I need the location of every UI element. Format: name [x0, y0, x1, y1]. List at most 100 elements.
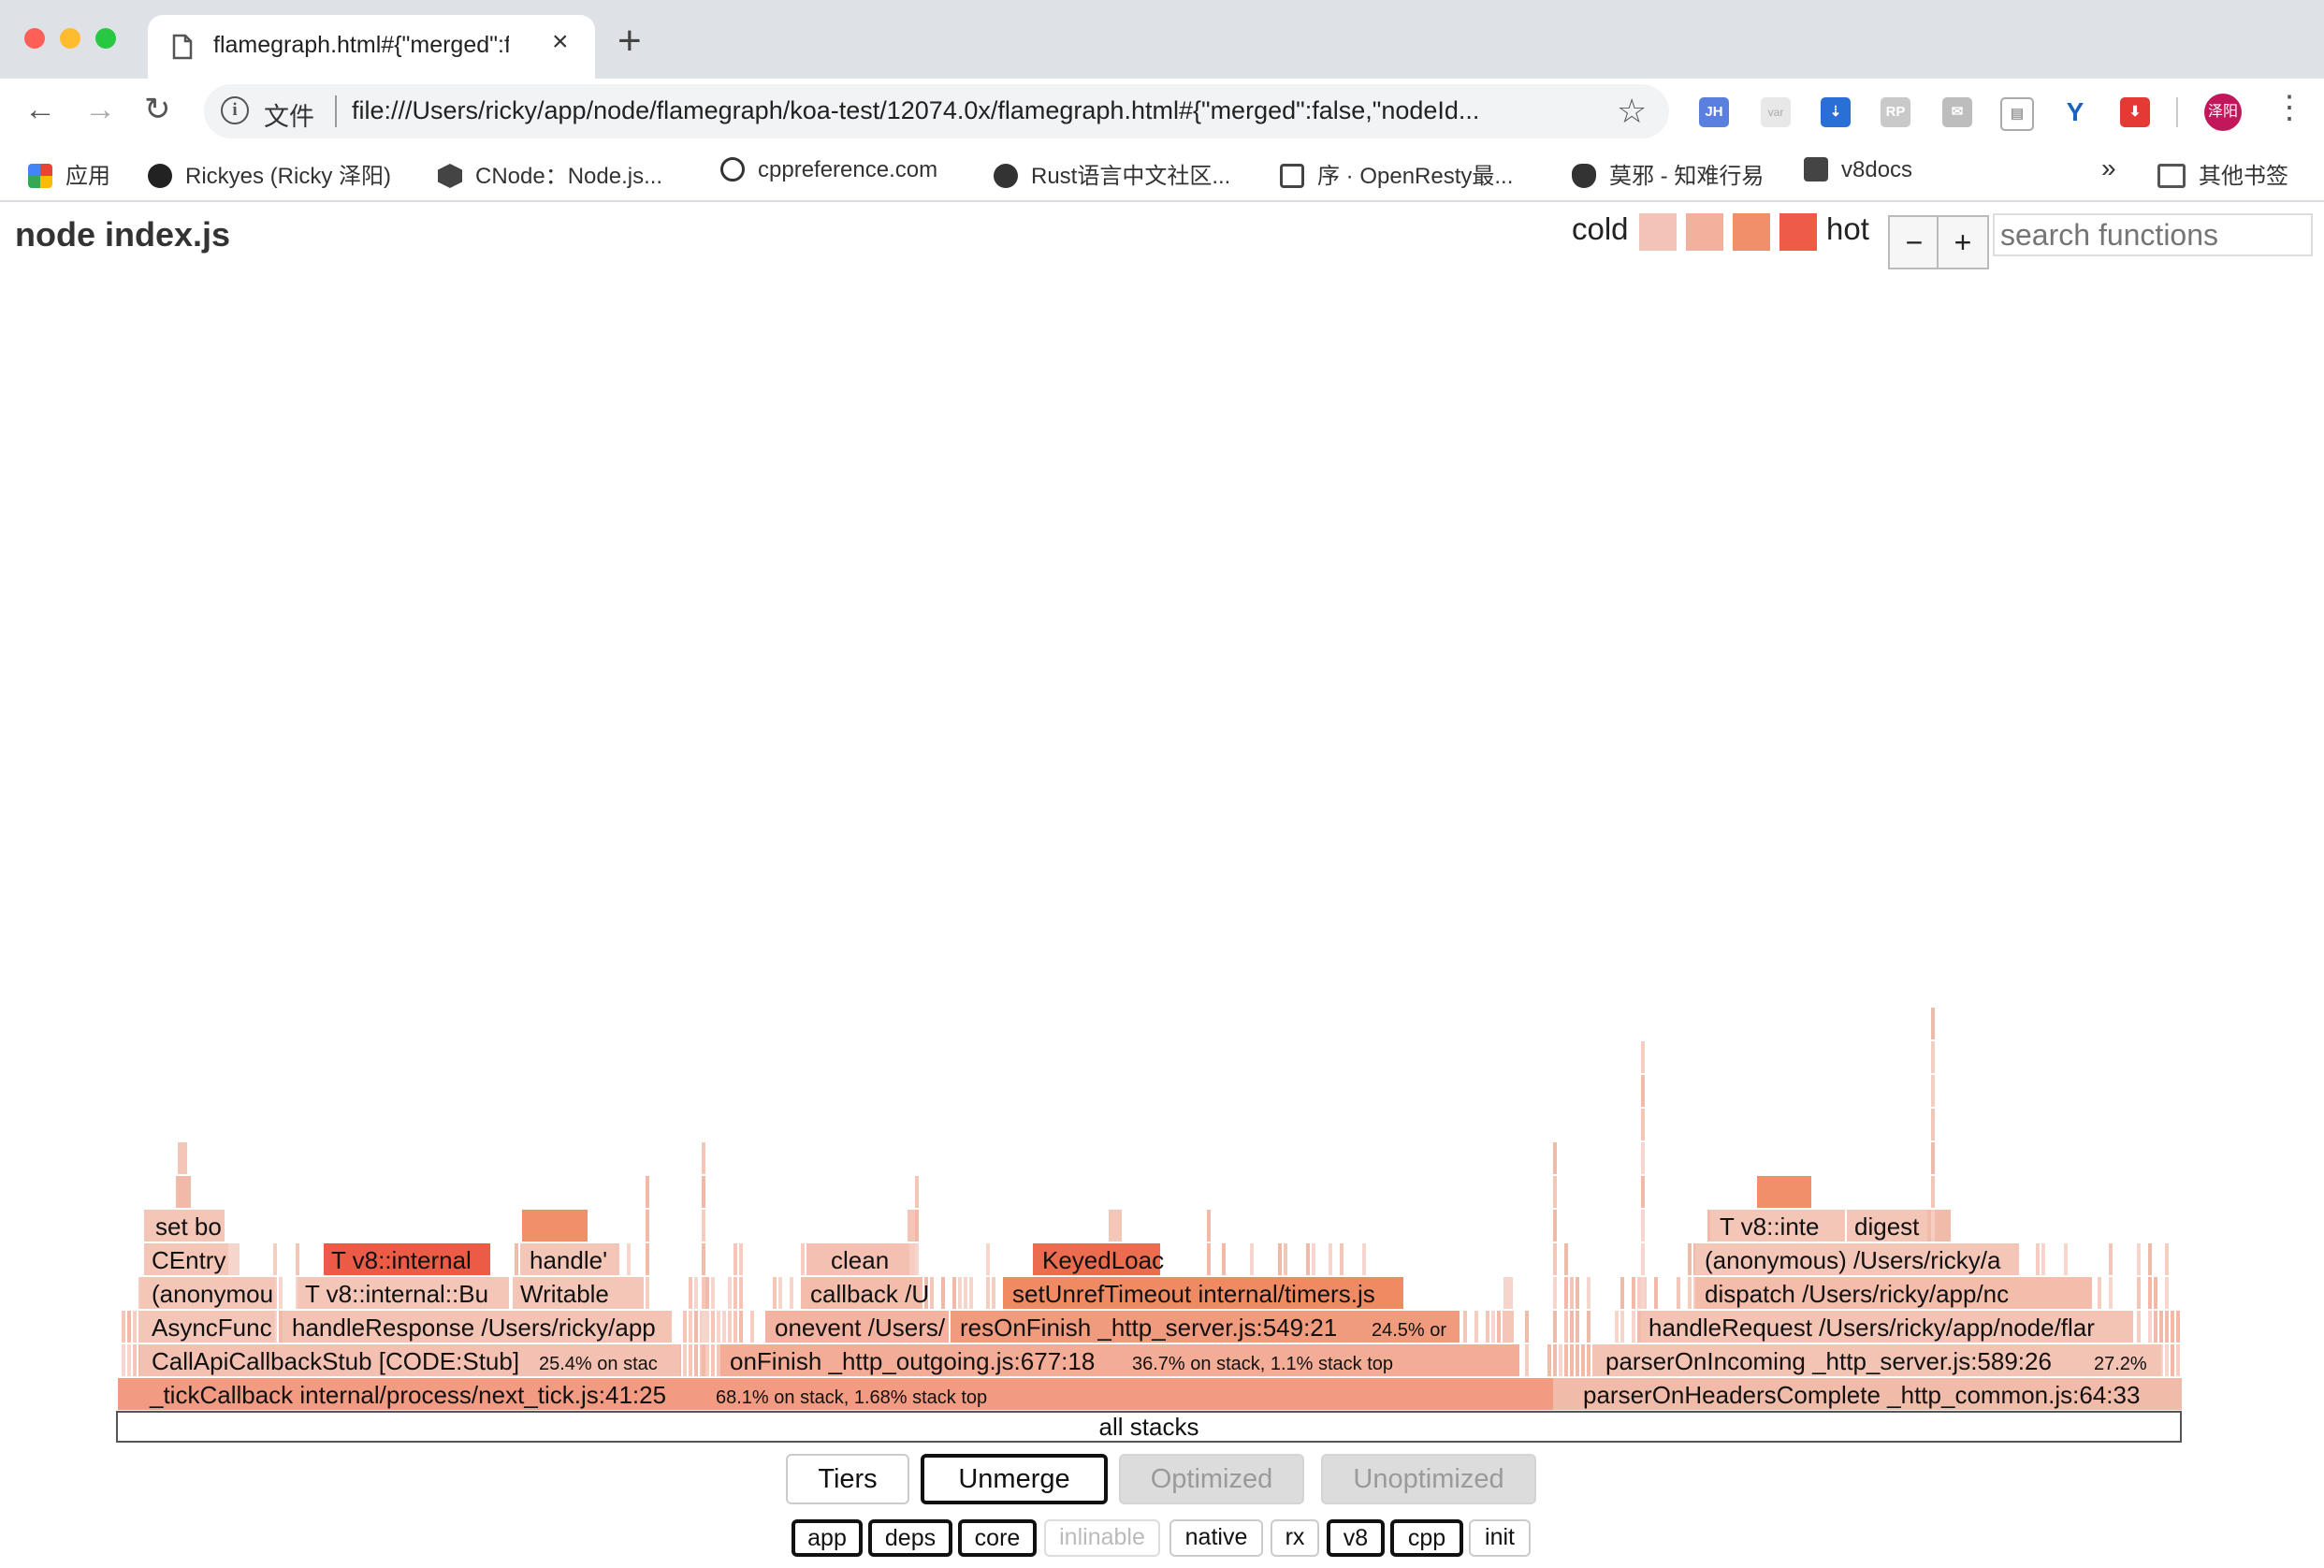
- frame-handleresponse[interactable]: [283, 1311, 672, 1343]
- address-scheme-label: 文件: [264, 103, 314, 131]
- unmerge-button[interactable]: Unmerge: [921, 1454, 1108, 1504]
- frame-onfinish[interactable]: [720, 1344, 1519, 1376]
- filter-v8[interactable]: v8: [1327, 1519, 1385, 1557]
- other-bookmarks-label: 其他书签: [2199, 164, 2288, 189]
- filter-init[interactable]: init: [1469, 1519, 1531, 1557]
- tab-title: flamegraph.html#{"merged":fal: [213, 32, 509, 58]
- back-icon[interactable]: ←: [24, 92, 56, 127]
- frame-parseronincoming[interactable]: [1592, 1344, 2161, 1376]
- narrow-frame: [1503, 1277, 1513, 1309]
- bookmark-moxie[interactable]: 莫邪 - 知难行易: [1572, 157, 1764, 190]
- frame-clean[interactable]: [806, 1243, 909, 1275]
- url-text[interactable]: file:///Users/ricky/app/node/flamegraph/…: [352, 96, 1480, 124]
- var-extension-icon[interactable]: var: [1761, 97, 1791, 127]
- filter-app[interactable]: app: [792, 1519, 863, 1557]
- frame-writable[interactable]: [513, 1277, 644, 1309]
- bookmark-rust[interactable]: Rust语言中文社区...: [994, 157, 1230, 190]
- narrow-frame: [279, 1311, 283, 1343]
- frame-keyedload[interactable]: [1033, 1243, 1160, 1275]
- frame-callback[interactable]: [801, 1277, 922, 1309]
- optimized-button[interactable]: Optimized: [1119, 1454, 1304, 1504]
- narrow-frame: [1553, 1344, 1557, 1376]
- all-stacks-root[interactable]: all stacks: [116, 1411, 2182, 1443]
- panel-extension-icon[interactable]: ▤: [2000, 97, 2034, 131]
- menu-dots-icon[interactable]: ⋮: [2273, 90, 2305, 125]
- filter-cpp[interactable]: cpp: [1390, 1519, 1463, 1557]
- mail-extension-icon[interactable]: ✉: [1942, 97, 1972, 127]
- frame-label: (anonymous) /Users/ricky/a: [1705, 1246, 2001, 1274]
- frame-label: handleResponse /Users/ricky/app: [292, 1314, 656, 1342]
- bookmark-cppreference[interactable]: cppreference.com: [720, 157, 937, 183]
- bookmark-star-icon[interactable]: ☆: [1617, 92, 1648, 130]
- jh-extension-icon[interactable]: JH: [1699, 97, 1729, 127]
- frame-digest[interactable]: [1847, 1210, 1927, 1241]
- frame-anonymous-ricky[interactable]: [1695, 1243, 2019, 1275]
- narrow-frame: [739, 1311, 743, 1343]
- narrow-frame: [1284, 1243, 1287, 1275]
- rp-extension-icon[interactable]: RP: [1881, 97, 1910, 127]
- zoom-out-button[interactable]: −: [1888, 215, 1940, 269]
- frame-v8-internal-hot[interactable]: [324, 1243, 490, 1275]
- narrow-frame: [728, 1277, 732, 1309]
- frame-asyncfunc[interactable]: [140, 1311, 275, 1343]
- frame-label: KeyedLoac: [1042, 1246, 1164, 1274]
- search-input[interactable]: [1993, 213, 2313, 256]
- frame-onevent[interactable]: [765, 1311, 949, 1343]
- narrow-frame: [1688, 1243, 1692, 1275]
- tab-close-icon[interactable]: ×: [552, 26, 569, 57]
- narrow-frame: [702, 1277, 705, 1309]
- filter-deps[interactable]: deps: [868, 1519, 952, 1557]
- tiers-button[interactable]: Tiers: [786, 1454, 909, 1504]
- minimize-window-button[interactable]: [60, 28, 80, 49]
- bookmark-apps[interactable]: 应用: [28, 157, 110, 190]
- unoptimized-button[interactable]: Unoptimized: [1321, 1454, 1536, 1504]
- filter-inlinable[interactable]: inlinable: [1044, 1519, 1160, 1557]
- frame-anonymous[interactable]: [140, 1277, 275, 1309]
- frame-hot-block[interactable]: [1757, 1176, 1811, 1208]
- profile-avatar[interactable]: 泽阳: [2204, 94, 2242, 131]
- filter-native[interactable]: native: [1169, 1519, 1263, 1557]
- address-bar[interactable]: i 文件 file:///Users/ricky/app/node/flameg…: [204, 84, 1669, 138]
- bookmark-openresty[interactable]: 序 · OpenResty最...: [1280, 157, 1513, 190]
- narrow-frame: [1306, 1243, 1310, 1275]
- bookmarks-overflow-icon[interactable]: »: [2101, 153, 2116, 182]
- close-window-button[interactable]: [24, 28, 45, 49]
- frame-handle[interactable]: [520, 1243, 619, 1275]
- frame-dispatch[interactable]: [1695, 1277, 2092, 1309]
- frame-handlerequest[interactable]: [1641, 1311, 2133, 1343]
- reload-icon[interactable]: ↻: [144, 92, 171, 127]
- bookmark-cnode[interactable]: CNode：Node.js...: [438, 157, 662, 190]
- maximize-window-button[interactable]: [95, 28, 116, 49]
- frame-parseronheaderscomplete[interactable]: [1553, 1378, 2182, 1410]
- chrome-extension-icon[interactable]: ⬇: [2120, 97, 2150, 127]
- frame-set-body[interactable]: [144, 1210, 225, 1241]
- flamegraph[interactable]: _tickCallback internal/process/next_tick…: [0, 842, 2324, 1411]
- bookmark-github[interactable]: Rickyes (Ricky 泽阳): [148, 157, 391, 190]
- frame-hot-block[interactable]: [522, 1210, 588, 1241]
- frame-tickcallback[interactable]: [118, 1378, 1553, 1410]
- pocket-extension-icon[interactable]: ⇣: [1821, 97, 1851, 127]
- frame-resonfinish[interactable]: [951, 1311, 1460, 1343]
- browser-tab[interactable]: flamegraph.html#{"merged":fal ×: [148, 15, 595, 79]
- narrow-frame: [646, 1176, 649, 1208]
- narrow-frame: [1637, 1277, 1641, 1309]
- zoom-in-button[interactable]: +: [1937, 215, 1989, 269]
- forward-icon[interactable]: →: [84, 92, 116, 127]
- narrow-frame: [702, 1243, 705, 1275]
- y-extension-icon[interactable]: Y: [2060, 97, 2090, 127]
- bookmark-v8docs[interactable]: v8docs: [1804, 157, 1912, 183]
- info-icon[interactable]: i: [221, 96, 249, 124]
- new-tab-button[interactable]: +: [617, 18, 642, 64]
- frame-callapicallbackstub[interactable]: [140, 1344, 679, 1376]
- frame-v8-internal[interactable]: [1710, 1210, 1845, 1241]
- frame-setunreftimeout[interactable]: [1003, 1277, 1403, 1309]
- other-bookmarks[interactable]: 其他书签: [2157, 157, 2288, 190]
- frame-centry[interactable]: [144, 1243, 228, 1275]
- filter-rx[interactable]: rx: [1271, 1519, 1319, 1557]
- filter-core[interactable]: core: [958, 1519, 1037, 1557]
- frame-v8-internal-builtin[interactable]: [298, 1277, 509, 1309]
- toolbar-divider: [2176, 97, 2178, 127]
- narrow-frame: [705, 1277, 709, 1309]
- frame-stat: 24.5% or: [1372, 1320, 1446, 1341]
- narrow-frame: [992, 1277, 995, 1309]
